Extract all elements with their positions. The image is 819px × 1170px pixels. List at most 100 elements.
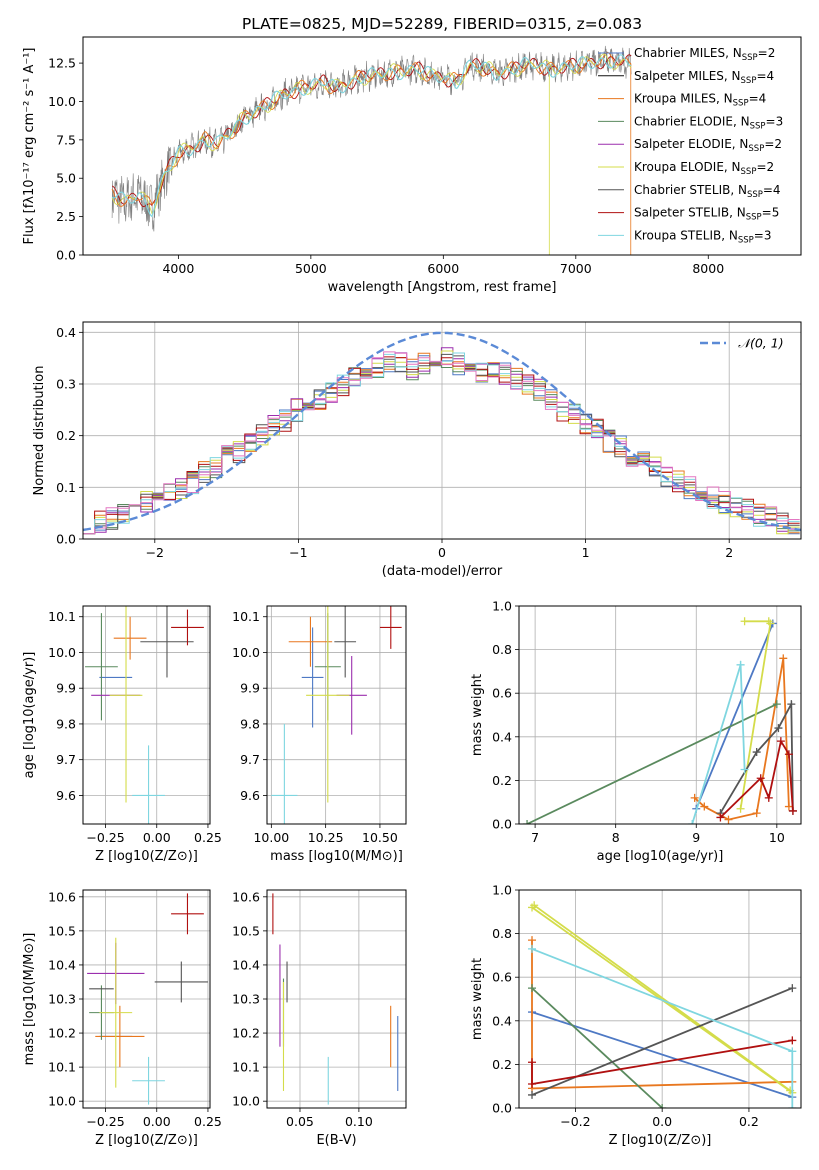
y-tick-label: 9.7 xyxy=(240,752,260,767)
y-tick-label: 12.5 xyxy=(48,56,76,71)
y-tick-label: 7.5 xyxy=(56,132,76,147)
plus-marker xyxy=(724,815,733,824)
plus-marker xyxy=(787,700,796,709)
axes-frame xyxy=(518,889,802,1109)
plus-marker xyxy=(528,1080,537,1089)
plus-marker xyxy=(776,737,785,746)
x-tick-label: 8000 xyxy=(692,261,724,276)
legend-label: Kroupa ELODIE, NSSP=2 xyxy=(634,160,774,177)
x-tick-label: −2 xyxy=(146,545,164,560)
error-bar-point xyxy=(171,893,204,935)
plus-marker xyxy=(528,1090,537,1099)
weight-vs-metallicity-plot: −0.2 0.0 0.2 0.0 0.2 0.4 0.6 0.8 1.0 Z [log10(Z/Z… xyxy=(470,883,802,1148)
x-tick-label: 10.50 xyxy=(362,830,398,845)
residual-histogram-3 xyxy=(83,347,800,539)
mass-weight-series xyxy=(528,1036,797,1089)
plus-marker xyxy=(688,820,697,824)
x-tick-label: 6000 xyxy=(427,261,459,276)
y-tick-label: 10.6 xyxy=(232,889,260,904)
error-bar-point xyxy=(112,965,161,992)
model-spectrum-8 xyxy=(111,54,632,218)
error-bar-point xyxy=(301,627,324,728)
y-tick-label: 0.8 xyxy=(492,642,512,657)
mass-weight-series xyxy=(528,984,667,1108)
plus-marker xyxy=(716,813,725,822)
plot-area xyxy=(87,893,208,1105)
mass-weight-series xyxy=(523,700,781,824)
plot-area xyxy=(528,901,797,1108)
plus-marker xyxy=(523,820,532,824)
weight-vs-age-plot: 7 8 9 10 0.0 0.2 0.4 0.6 0.8 1.0 age [log10(age/yr… xyxy=(470,599,802,864)
x-tick-label: 1 xyxy=(582,545,590,560)
plus-marker xyxy=(752,748,761,757)
plus-marker xyxy=(528,1058,537,1067)
y-axis-label: Flux [fλ10⁻¹⁷ erg cm⁻² s⁻¹ A⁻¹] xyxy=(22,48,37,245)
y-tick-label: 1.0 xyxy=(492,883,512,898)
y-tick-label: 9.7 xyxy=(56,752,76,767)
y-tick-label: 0.6 xyxy=(492,970,512,985)
y-tick-label: 10.1 xyxy=(232,1060,260,1075)
error-bar-point xyxy=(132,1056,165,1105)
plot-area xyxy=(271,606,402,824)
plus-marker xyxy=(756,774,765,783)
axes-frame xyxy=(518,605,802,825)
y-tick-label: 10.0 xyxy=(232,1094,260,1109)
plus-marker xyxy=(788,1036,797,1045)
x-tick-label: −0.25 xyxy=(86,1114,124,1129)
plus-marker xyxy=(740,765,749,774)
figure-title: PLATE=0825, MJD=52289, FIBERID=0315, z=0… xyxy=(242,15,642,33)
histogram-legend: 𝒩(0, 1) xyxy=(700,336,784,351)
y-tick-label: 10.0 xyxy=(48,1094,76,1109)
x-tick-label: 0.05 xyxy=(286,1114,314,1129)
y-tick-label: 10.1 xyxy=(232,609,260,624)
error-bar-point xyxy=(99,937,133,1088)
y-tick-label: 5.0 xyxy=(56,171,76,186)
legend-label: 𝒩(0, 1) xyxy=(738,336,784,351)
error-bar-point xyxy=(109,606,143,803)
y-tick-label: 1.0 xyxy=(492,599,512,614)
x-tick-label: 0.00 xyxy=(143,1114,171,1129)
x-axis-label: Z [log10(Z/Z⊙)] xyxy=(609,1133,712,1148)
error-bar-point xyxy=(140,606,194,678)
y-tick-label: 9.9 xyxy=(240,681,260,696)
y-tick-label: 0.2 xyxy=(56,428,76,443)
plus-marker xyxy=(774,724,783,733)
y-axis-label: mass [log10(M/M⊙)] xyxy=(22,933,37,1066)
error-bar-point xyxy=(154,961,208,1003)
y-tick-label: 0.2 xyxy=(492,773,512,788)
plus-marker xyxy=(528,984,537,993)
plus-marker xyxy=(528,944,537,953)
plus-marker xyxy=(530,901,539,910)
axes-frame xyxy=(82,321,802,540)
plot-area xyxy=(272,893,399,1105)
plus-marker xyxy=(772,700,781,709)
x-tick-label: −1 xyxy=(289,545,307,560)
error-bar-point xyxy=(132,745,165,824)
plus-marker xyxy=(528,936,537,945)
y-tick-label: 0.0 xyxy=(56,532,76,547)
y-tick-label: 0.0 xyxy=(56,248,76,263)
mass-vs-reddening-plot: 0.05 0.10 10.0 10.1 10.2 10.3 10.4 10.5 10.6 E(B-… xyxy=(232,889,407,1148)
mass-weight-series xyxy=(716,737,797,822)
mass-weight-series xyxy=(736,619,775,813)
y-axis-label: age [log10(age/yr)] xyxy=(22,652,37,779)
x-tick-label: −0.25 xyxy=(86,830,124,845)
residual-histogram-8 xyxy=(83,351,800,539)
y-tick-label: 10.0 xyxy=(48,645,76,660)
x-tick-label: 10.00 xyxy=(253,830,289,845)
plot-area xyxy=(83,331,801,539)
plus-marker xyxy=(788,984,797,993)
y-tick-label: 9.6 xyxy=(240,788,260,803)
x-tick-label: 0.10 xyxy=(345,1114,373,1129)
y-tick-label: 0.4 xyxy=(492,729,512,744)
y-tick-label: 9.9 xyxy=(56,681,76,696)
plus-marker xyxy=(788,1104,797,1108)
x-axis-label: age [log10(age/yr)] xyxy=(597,849,724,864)
residual-histogram-5 xyxy=(83,353,800,539)
mass-weight-series xyxy=(736,660,749,774)
residual-histogram-4 xyxy=(83,350,800,539)
axes-frame xyxy=(82,605,211,825)
plot-area xyxy=(523,617,797,824)
error-bar-point xyxy=(95,1005,145,1068)
